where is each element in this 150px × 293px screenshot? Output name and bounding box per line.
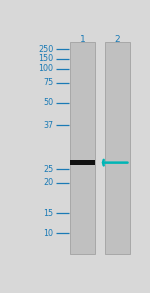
Bar: [105, 42, 130, 254]
Text: 2: 2: [115, 35, 120, 44]
Text: 10: 10: [44, 229, 54, 238]
Text: 15: 15: [44, 209, 54, 218]
Text: 20: 20: [44, 178, 54, 187]
Text: 75: 75: [43, 78, 54, 87]
Text: 50: 50: [44, 98, 54, 107]
Text: 37: 37: [44, 121, 54, 130]
Bar: [70, 160, 96, 165]
Text: 100: 100: [39, 64, 54, 73]
Text: 1: 1: [80, 35, 86, 44]
Bar: [70, 42, 96, 254]
Text: 150: 150: [39, 54, 54, 63]
Text: 250: 250: [38, 45, 54, 54]
Text: 25: 25: [43, 165, 54, 174]
